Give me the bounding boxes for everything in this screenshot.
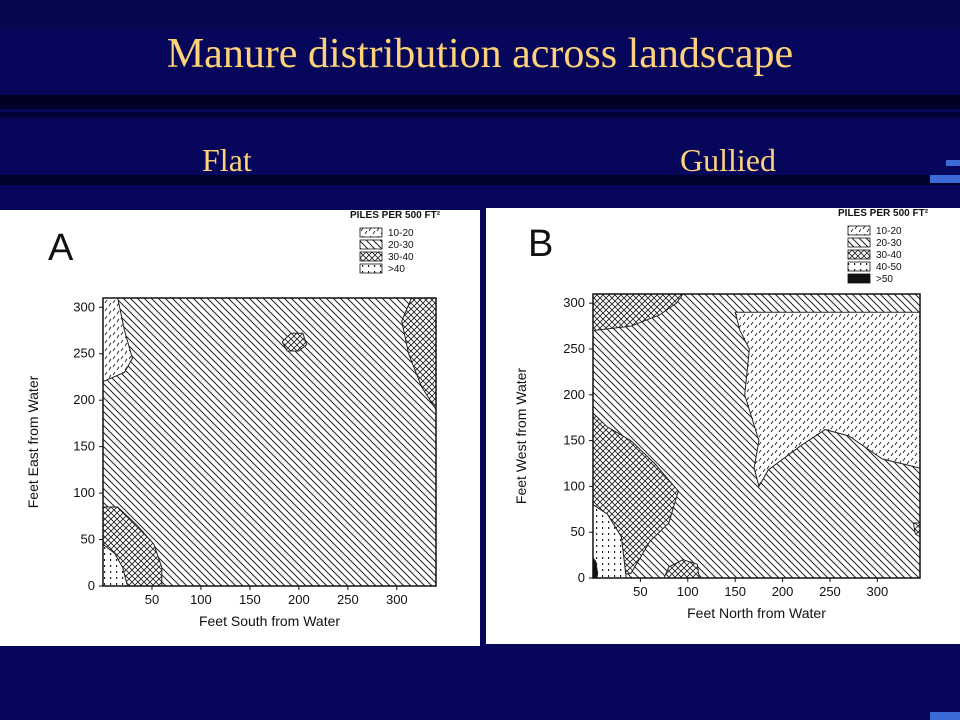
legend-swatch bbox=[847, 261, 871, 272]
panel-letter: B bbox=[528, 223, 553, 265]
legend-label: >40 bbox=[388, 264, 405, 275]
legend-label: 10-20 bbox=[876, 226, 902, 237]
y-tick-label: 0 bbox=[578, 570, 585, 585]
x-tick-label: 50 bbox=[633, 584, 647, 599]
legend-swatch bbox=[847, 237, 871, 248]
legend-title: PILES PER 500 FT² bbox=[350, 210, 441, 221]
legend-swatch bbox=[847, 225, 871, 236]
y-tick-label: 200 bbox=[73, 392, 95, 407]
y-tick-label: 0 bbox=[88, 578, 95, 593]
panel-label-flat: Flat bbox=[202, 142, 252, 178]
x-tick-label: 200 bbox=[288, 592, 310, 607]
panel-letter: A bbox=[48, 227, 74, 269]
x-tick-label: 250 bbox=[819, 584, 841, 599]
legend-label: 20-30 bbox=[876, 238, 902, 249]
legend-label: 20-30 bbox=[388, 240, 414, 251]
legend-swatch bbox=[847, 249, 871, 260]
legend-swatch bbox=[359, 263, 383, 274]
y-tick-label: 200 bbox=[563, 387, 585, 402]
x-tick-label: 100 bbox=[677, 584, 699, 599]
y-tick-label: 50 bbox=[571, 524, 585, 539]
legend-swatch bbox=[847, 273, 871, 284]
plot-frame bbox=[102, 297, 437, 587]
chart-gullied: B 50 100 150 200 250 300 0 50 100 150 200 250 300 Feet… bbox=[486, 208, 960, 644]
y-tick-label: 50 bbox=[81, 532, 95, 547]
legend-label: 10-20 bbox=[388, 228, 414, 239]
chart-flat: A 50 100 150 200 250 300 0 50 100 150 200 250 300 Feet… bbox=[0, 210, 480, 646]
legend-title: PILES PER 500 FT² bbox=[838, 208, 929, 219]
region-30-40-3 bbox=[281, 332, 308, 352]
y-tick-label: 250 bbox=[73, 346, 95, 361]
y-tick-label: 250 bbox=[563, 341, 585, 356]
y-tick-label: 150 bbox=[73, 439, 95, 454]
y-tick-label: 100 bbox=[73, 485, 95, 500]
legend-swatch bbox=[359, 251, 383, 262]
region-10-20-2 bbox=[734, 311, 921, 488]
y-axis-label: Feet East from Water bbox=[25, 375, 41, 508]
legend-label: 40-50 bbox=[876, 262, 902, 273]
legend-label: 30-40 bbox=[388, 252, 414, 263]
panel-label-gullied: Gullied bbox=[680, 142, 776, 178]
x-tick-label: 300 bbox=[866, 584, 888, 599]
x-tick-label: 250 bbox=[337, 592, 359, 607]
x-tick-label: 200 bbox=[772, 584, 794, 599]
y-axis-label: Feet West from Water bbox=[513, 368, 529, 504]
plot-frame bbox=[592, 293, 921, 579]
legend-swatch bbox=[359, 227, 383, 238]
y-tick-label: 300 bbox=[73, 299, 95, 314]
y-tick-label: 300 bbox=[563, 295, 585, 310]
x-tick-label: 300 bbox=[386, 592, 408, 607]
y-tick-label: 100 bbox=[563, 478, 585, 493]
x-axis-label: Feet North from Water bbox=[687, 605, 826, 621]
x-tick-label: 100 bbox=[190, 592, 212, 607]
x-axis-label: Feet South from Water bbox=[199, 613, 340, 629]
y-tick-label: 150 bbox=[563, 433, 585, 448]
x-tick-label: 150 bbox=[724, 584, 746, 599]
legend-label: 30-40 bbox=[876, 250, 902, 261]
legend-label: >50 bbox=[876, 274, 893, 285]
x-tick-label: 50 bbox=[145, 592, 159, 607]
slide-title: Manure distribution across landscape bbox=[166, 31, 794, 77]
x-tick-label: 150 bbox=[239, 592, 261, 607]
legend-swatch bbox=[359, 239, 383, 250]
